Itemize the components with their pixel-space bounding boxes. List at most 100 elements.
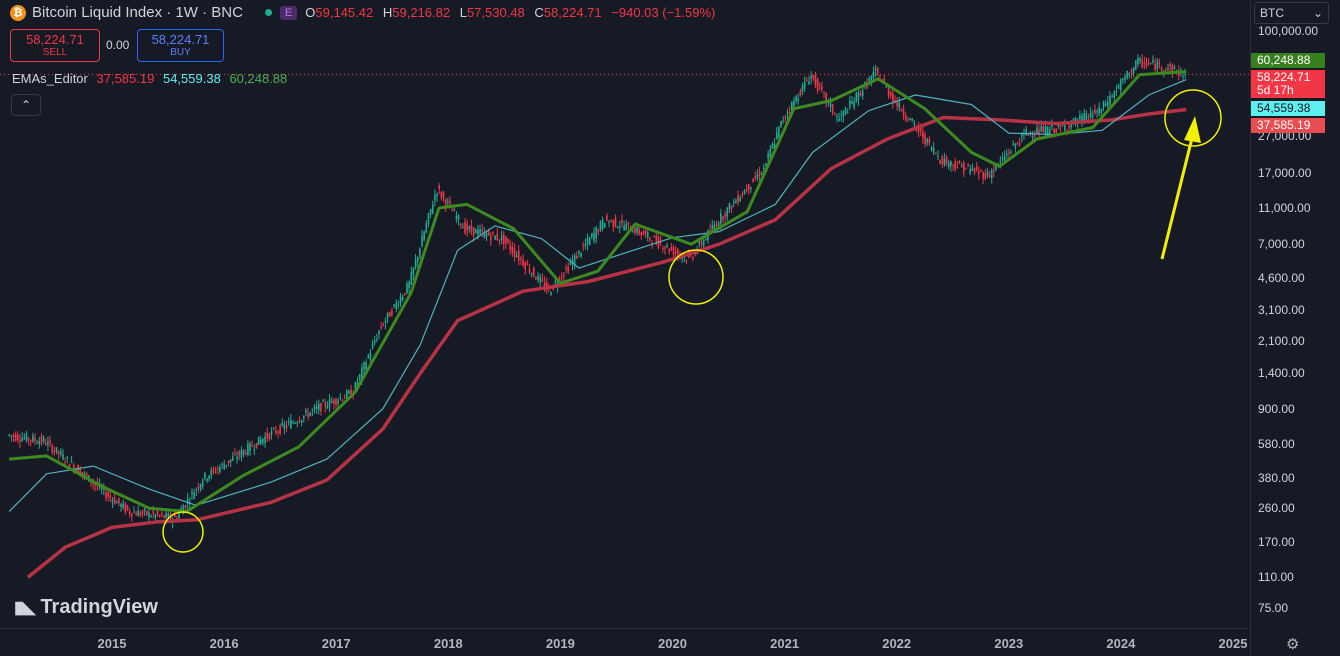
candle-body xyxy=(281,422,284,426)
candle-body xyxy=(410,272,413,285)
price-chart[interactable] xyxy=(0,0,1250,628)
candle-body xyxy=(285,425,288,428)
candle-body xyxy=(348,390,350,394)
candle-body xyxy=(1061,125,1064,127)
candle-body xyxy=(1130,69,1133,73)
candle-body xyxy=(870,76,873,84)
candle-body xyxy=(313,406,316,410)
candle-body xyxy=(401,296,404,301)
candle-body xyxy=(730,206,733,209)
candle-body xyxy=(105,492,107,498)
candle-body xyxy=(715,224,718,227)
buy-button[interactable]: 58,224.71 BUY xyxy=(137,29,224,62)
candle-body xyxy=(158,515,161,517)
candle-body xyxy=(356,382,359,387)
candle-body xyxy=(971,168,974,171)
ohlc-values: O59,145.42 H59,216.82 L57,530.48 C58,224… xyxy=(305,5,716,20)
candle-body xyxy=(1096,111,1098,113)
candle-body xyxy=(636,226,638,233)
candle-body xyxy=(550,292,552,296)
change-value: −940.03 (−1.59%) xyxy=(611,5,716,20)
price-axis[interactable] xyxy=(1250,0,1340,656)
candle-body xyxy=(311,409,314,411)
candle-body xyxy=(474,229,477,234)
candle-body xyxy=(608,221,610,223)
candle-body xyxy=(986,172,989,176)
candle-body xyxy=(859,92,862,96)
candle-body xyxy=(812,75,815,79)
candle-body xyxy=(694,253,696,255)
market-status-icon[interactable] xyxy=(264,9,272,16)
candle-body xyxy=(1141,60,1144,68)
candle-body xyxy=(1109,95,1111,105)
candle-body xyxy=(363,362,365,370)
candle-body xyxy=(541,279,544,281)
candle-body xyxy=(861,90,864,96)
candle-body xyxy=(823,92,825,94)
candle-body xyxy=(868,78,870,81)
candle-body xyxy=(232,456,234,461)
sell-button[interactable]: 58,224.71 SELL xyxy=(10,29,100,62)
candle-body xyxy=(167,513,170,518)
candle-body xyxy=(266,432,269,438)
candle-body xyxy=(1029,132,1032,134)
candle-body xyxy=(1048,129,1051,134)
candle-body xyxy=(728,203,731,209)
currency-select[interactable]: BTC ⌄ xyxy=(1254,2,1329,24)
candle-body xyxy=(391,310,393,315)
candle-body xyxy=(913,122,916,125)
candle-body xyxy=(1119,79,1122,91)
candle-body xyxy=(386,312,389,318)
candle-body xyxy=(176,518,178,520)
candle-body xyxy=(107,492,109,497)
time-axis-divider xyxy=(0,628,1250,629)
candle-body xyxy=(10,435,13,437)
time-tick-label: 2017 xyxy=(321,636,351,651)
candle-body xyxy=(487,230,490,236)
price-tick-label: 3,100.00 xyxy=(1258,302,1305,317)
candle-body xyxy=(178,512,180,519)
candle-body xyxy=(838,118,840,122)
candle-body xyxy=(537,275,539,280)
candle-body xyxy=(1158,63,1161,65)
candle-body xyxy=(257,436,260,445)
candle-body xyxy=(229,459,232,462)
candle-body xyxy=(739,198,741,202)
candle-body xyxy=(324,402,327,407)
candle-body xyxy=(1098,106,1101,115)
candle-body xyxy=(358,374,361,379)
candle-body xyxy=(109,495,112,498)
candle-body xyxy=(296,422,299,424)
candle-body xyxy=(414,259,417,268)
candle-body xyxy=(1008,152,1010,154)
candle-body xyxy=(760,173,763,175)
candle-body xyxy=(343,397,346,399)
candle-body xyxy=(322,400,324,402)
collapse-legend-button[interactable]: ⌃ xyxy=(11,94,41,116)
currency-value: BTC xyxy=(1260,6,1284,20)
symbol-title[interactable]: Bitcoin Liquid Index · 1W · BNC xyxy=(32,4,243,21)
price-tick-label: 110.00 xyxy=(1258,570,1294,585)
candle-body xyxy=(720,213,722,224)
settings-gear-icon[interactable]: ⚙ xyxy=(1286,636,1300,653)
events-badge[interactable]: E xyxy=(279,5,298,20)
time-tick-label: 2016 xyxy=(209,636,239,651)
indicator-value-slow: 37,585.19 xyxy=(96,71,155,86)
candle-body xyxy=(930,147,933,150)
indicator-legend[interactable]: EMAs_Editor 37,585.19 54,559.38 60,248.8… xyxy=(12,71,292,86)
candle-body xyxy=(505,235,507,244)
candle-body xyxy=(614,218,617,227)
candle-body xyxy=(307,413,309,417)
candle-body xyxy=(634,227,636,234)
price-tick-label: 11,000.00 xyxy=(1258,201,1311,215)
candle-body xyxy=(77,465,79,474)
candle-body xyxy=(876,67,879,74)
candle-body xyxy=(412,267,415,275)
candle-body xyxy=(945,156,948,164)
candle-body xyxy=(664,247,666,249)
candle-body xyxy=(677,249,679,255)
candle-body xyxy=(1137,57,1139,65)
candle-body xyxy=(223,464,226,470)
candle-body xyxy=(666,245,668,247)
candle-body xyxy=(165,512,167,518)
